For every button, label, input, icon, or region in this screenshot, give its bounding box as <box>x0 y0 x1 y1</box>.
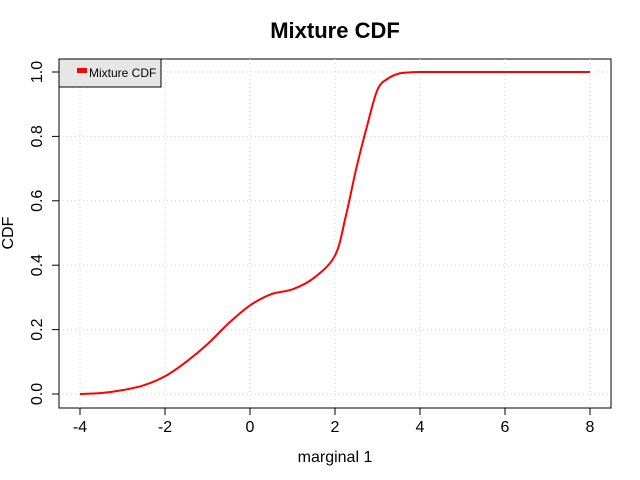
legend: Mixture CDF <box>58 58 162 88</box>
y-tick-label: 0.8 <box>29 125 46 147</box>
x-tick-label: -4 <box>73 419 87 436</box>
y-tick-label: 0.2 <box>29 318 46 340</box>
grid <box>59 59 611 408</box>
x-tick-label: 6 <box>501 419 510 436</box>
legend-label: Mixture CDF <box>89 66 156 80</box>
y-tick-label: 0.4 <box>29 254 46 276</box>
x-axis: -4 -2 0 2 4 6 8 <box>73 407 595 436</box>
legend-swatch <box>77 68 87 73</box>
chart-title: Mixture CDF <box>270 18 400 43</box>
y-tick-label: 1.0 <box>29 61 46 83</box>
x-tick-label: 0 <box>246 419 255 436</box>
x-tick-label: -2 <box>158 419 172 436</box>
y-tick-label: 0.6 <box>29 190 46 212</box>
series-layer <box>79 70 590 395</box>
y-axis-label: CDF <box>0 216 17 249</box>
plot-panel <box>58 58 612 409</box>
y-tick-label: 0.0 <box>29 383 46 405</box>
legend-box <box>58 58 162 88</box>
x-tick-label: 8 <box>586 419 595 436</box>
x-tick-label: 4 <box>416 419 425 436</box>
x-tick-label: 2 <box>331 419 340 436</box>
x-axis-label: marginal 1 <box>298 449 373 466</box>
y-axis: 0.0 0.2 0.4 0.6 0.8 1.0 <box>29 61 60 405</box>
series-line-0 <box>79 70 590 395</box>
